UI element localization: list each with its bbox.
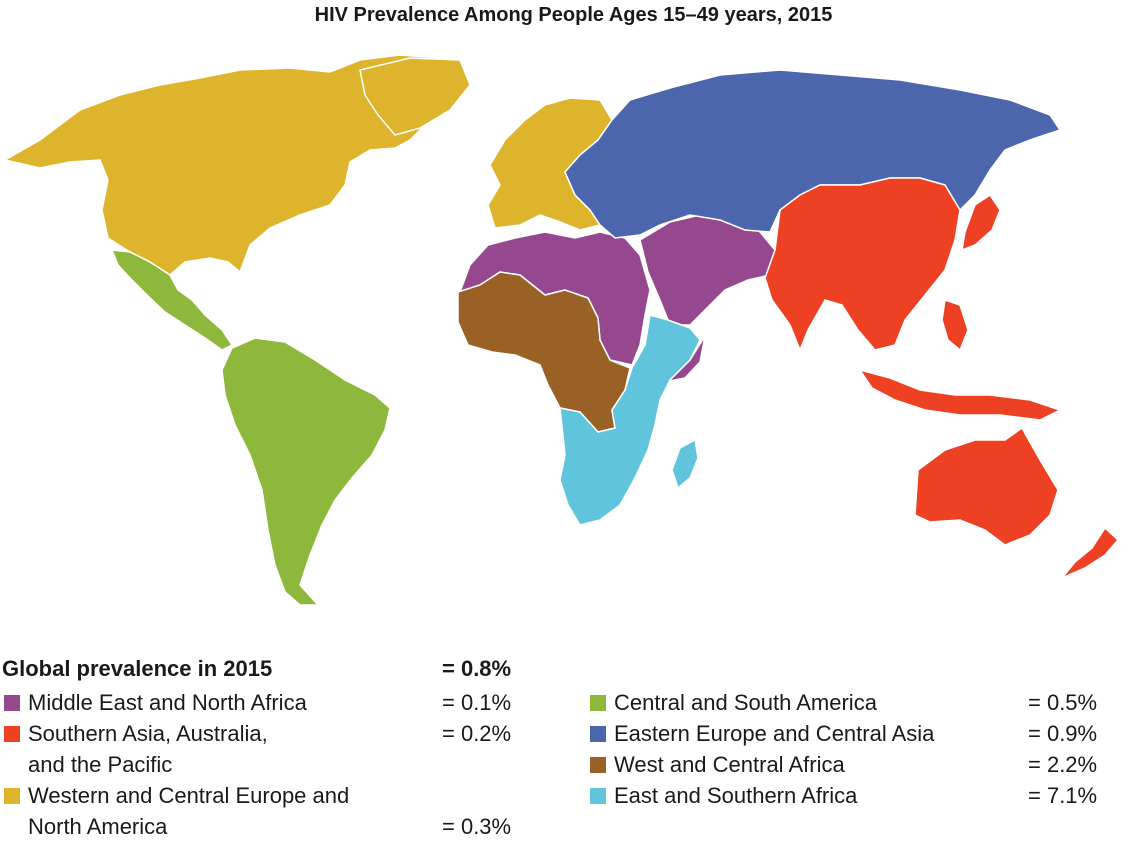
legend-swatch-western-europe-north-america [4,788,20,804]
world-map [2,54,1120,606]
legend-label-central-south-america: Central and South America [614,690,877,715]
legend-swatch-eastern-europe-central-asia [590,726,606,742]
legend-value-western-europe-north-america: = 0.3% [442,814,512,839]
region-central-america [110,249,234,351]
region-north-america [2,54,461,276]
global-prevalence-label: Global prevalence in 2015 [2,656,273,681]
legend-label-west-central-africa: West and Central Africa [614,752,845,777]
region-australia [914,426,1059,546]
legend-label-southern-asia-line2: and the Pacific [28,752,173,777]
legend-label-southern-asia: Southern Asia, Australia, [28,721,268,746]
legend-value-east-southern-africa: = 7.1% [1028,783,1098,808]
legend-swatch-central-south-america [590,695,606,711]
legend-label-western-europe-north-america: Western and Central Europe and [28,783,350,808]
legend-value-southern-asia: = 0.2% [442,721,512,746]
legend-swatch-east-southern-africa [590,788,606,804]
region-madagascar [671,438,699,490]
legend-swatch-west-central-africa [590,757,606,773]
region-philippines [941,299,969,352]
region-east-southern-africa [559,314,701,526]
legend-value-central-south-america: = 0.5% [1028,690,1098,715]
legend-label-middle-east-north-africa: Middle East and North Africa [28,690,307,715]
region-japan [961,193,1001,252]
legend-label-eastern-europe-central-asia: Eastern Europe and Central Asia [614,721,935,746]
legend-swatch-middle-east-north-africa [4,695,20,711]
map-title: HIV Prevalence Among People Ages 15–49 y… [314,4,833,26]
global-prevalence-value: = 0.8% [442,656,512,681]
legend-label-western-europe-north-america-line2: North America [28,814,168,839]
legend-value-eastern-europe-central-asia: = 0.9% [1028,721,1098,746]
region-south-america [221,337,391,606]
region-greenland [359,57,471,136]
legend-value-middle-east-north-africa: = 0.1% [442,690,512,715]
legend-label-east-southern-africa: East and Southern Africa [614,783,858,808]
legend-swatch-southern-asia [4,726,20,742]
legend-value-west-central-africa: = 2.2% [1028,752,1098,777]
region-islands [858,368,1062,421]
region-new-zealand [1061,526,1120,579]
region-south-east-asia [764,177,961,353]
